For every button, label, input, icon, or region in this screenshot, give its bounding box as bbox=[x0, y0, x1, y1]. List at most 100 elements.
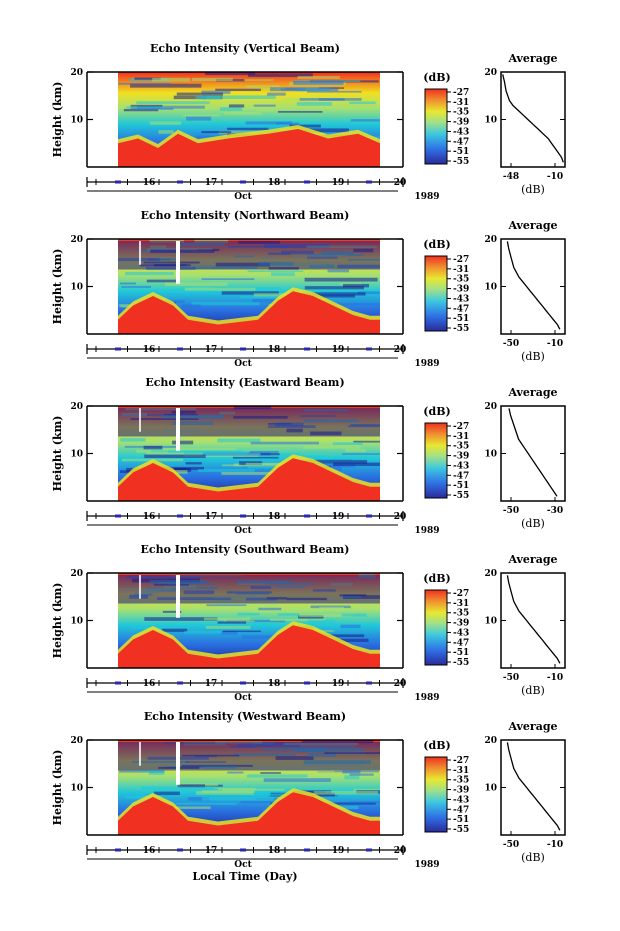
height-tick-label: 20 bbox=[70, 68, 83, 78]
heatmap-streak bbox=[184, 630, 222, 634]
heatmap-streak bbox=[233, 79, 274, 81]
colorbar-tick-label: -55 bbox=[453, 825, 469, 835]
colorbar-title: (dB) bbox=[423, 405, 450, 418]
avg-height-tick-label: 20 bbox=[484, 402, 497, 412]
heatmap-lower-layer bbox=[118, 625, 380, 668]
colorbar-tick-label: -43 bbox=[453, 461, 469, 471]
day-tick-label: 19 bbox=[332, 846, 345, 856]
day-tick-label: 17 bbox=[205, 679, 218, 689]
colorbar-tick-label: -55 bbox=[453, 157, 469, 167]
avg-x-tick-label: -10 bbox=[547, 172, 563, 182]
heatmap-streak bbox=[349, 801, 380, 804]
height-tick-label: 10 bbox=[70, 116, 83, 126]
colorbar-tick-label: -43 bbox=[453, 127, 469, 137]
day-tick-label: 18 bbox=[268, 679, 281, 689]
avg-title: Average bbox=[507, 219, 557, 232]
heatmap-streak bbox=[152, 77, 190, 82]
heatmap-streak bbox=[240, 295, 304, 299]
avg-height-tick-label: 10 bbox=[484, 116, 497, 126]
avg-x-tick-label: -50 bbox=[503, 339, 519, 349]
heatmap-streak bbox=[217, 438, 261, 443]
heatmap-streak bbox=[344, 775, 360, 780]
heatmap-streak bbox=[224, 111, 263, 115]
heatmap-streak bbox=[277, 110, 323, 113]
data-gap bbox=[139, 408, 141, 432]
colorbar-tick-label: -35 bbox=[453, 776, 469, 786]
day-tick-label: 20 bbox=[394, 345, 407, 355]
heatmap-streak bbox=[201, 131, 232, 134]
avg-height-tick-label: 10 bbox=[484, 617, 497, 627]
heatmap-streak bbox=[349, 773, 374, 776]
day-tick-label: 17 bbox=[205, 846, 218, 856]
heatmap-streak bbox=[260, 772, 281, 774]
colorbar-tick-label: -47 bbox=[453, 137, 469, 147]
avg-frame bbox=[500, 71, 566, 168]
avg-unit-label: (dB) bbox=[521, 684, 545, 697]
avg-x-tick-label: -10 bbox=[547, 673, 563, 683]
height-tick-label: 20 bbox=[70, 736, 83, 746]
heatmap-streak bbox=[245, 121, 293, 125]
heatmap-upper-band bbox=[118, 742, 380, 771]
colorbar-tick-label: -27 bbox=[453, 255, 469, 265]
heatmap-streak bbox=[342, 284, 369, 288]
heatmap-streak bbox=[182, 114, 220, 117]
panel-2: Echo Intensity (Northward Beam) 20 10 Heigh… bbox=[51, 209, 566, 369]
echo-heatmap bbox=[118, 239, 380, 334]
year-label: 1989 bbox=[414, 192, 439, 202]
heatmap-streak bbox=[299, 128, 349, 133]
heatmap-streak bbox=[119, 282, 136, 285]
colorbar-title: (dB) bbox=[423, 739, 450, 752]
heatmap-streak bbox=[353, 788, 380, 791]
colorbar-tick-label: -35 bbox=[453, 108, 469, 118]
avg-frame bbox=[500, 405, 566, 502]
avg-x-tick-label: -50 bbox=[503, 840, 519, 850]
colorbar bbox=[424, 422, 448, 499]
heatmap-streak bbox=[241, 635, 293, 639]
height-axis-label: Height (km) bbox=[51, 249, 64, 325]
heatmap-streak bbox=[141, 786, 214, 791]
data-gap bbox=[139, 742, 141, 766]
avg-height-tick-label: 10 bbox=[484, 283, 497, 293]
colorbar-tick-label: -39 bbox=[453, 285, 469, 295]
heatmap-streak bbox=[197, 469, 255, 472]
heatmap-streak bbox=[313, 791, 379, 795]
heatmap-lower-layer bbox=[118, 458, 380, 501]
colorbar-tick-label: -43 bbox=[453, 628, 469, 638]
data-gap bbox=[139, 575, 141, 599]
heatmap-upper-band bbox=[118, 408, 380, 437]
heatmap-streak bbox=[121, 286, 151, 288]
panel-title: Echo Intensity (Southward Beam) bbox=[141, 543, 350, 556]
heatmap-streak bbox=[153, 791, 180, 796]
heatmap-streak bbox=[194, 239, 229, 243]
heatmap-streak bbox=[307, 90, 362, 93]
height-axis-label: Height (km) bbox=[51, 82, 64, 158]
heatmap-streak bbox=[168, 289, 205, 293]
colorbar-tick-label: -27 bbox=[453, 589, 469, 599]
panel-title: Echo Intensity (Eastward Beam) bbox=[145, 376, 344, 389]
heatmap-streak bbox=[263, 770, 335, 773]
heatmap-streak bbox=[144, 454, 206, 459]
heatmap-streak bbox=[146, 279, 178, 283]
year-label: 1989 bbox=[414, 526, 439, 536]
heatmap-streak bbox=[226, 619, 286, 623]
height-tick-label: 20 bbox=[70, 569, 83, 579]
heatmap-streak bbox=[223, 620, 255, 622]
avg-x-tick-label: -50 bbox=[503, 673, 519, 683]
day-tick-label: 17 bbox=[205, 345, 218, 355]
heatmap-streak bbox=[196, 791, 254, 795]
avg-title: Average bbox=[507, 52, 557, 65]
day-tick-label: 16 bbox=[143, 846, 156, 856]
heatmap-streak bbox=[163, 448, 237, 451]
data-gap bbox=[176, 575, 180, 618]
day-tick-label: 17 bbox=[205, 512, 218, 522]
avg-height-tick-label: 10 bbox=[484, 784, 497, 794]
panel-3: Echo Intensity (Eastward Beam) 20 10 Height… bbox=[51, 376, 566, 536]
month-label: Oct bbox=[234, 693, 252, 703]
heatmap-streak bbox=[222, 464, 242, 467]
colorbar-tick-label: -51 bbox=[453, 815, 469, 825]
heatmap-streak bbox=[250, 87, 286, 90]
height-tick-label: 20 bbox=[70, 402, 83, 412]
day-tick-label: 19 bbox=[332, 512, 345, 522]
heatmap-streak bbox=[121, 602, 139, 605]
